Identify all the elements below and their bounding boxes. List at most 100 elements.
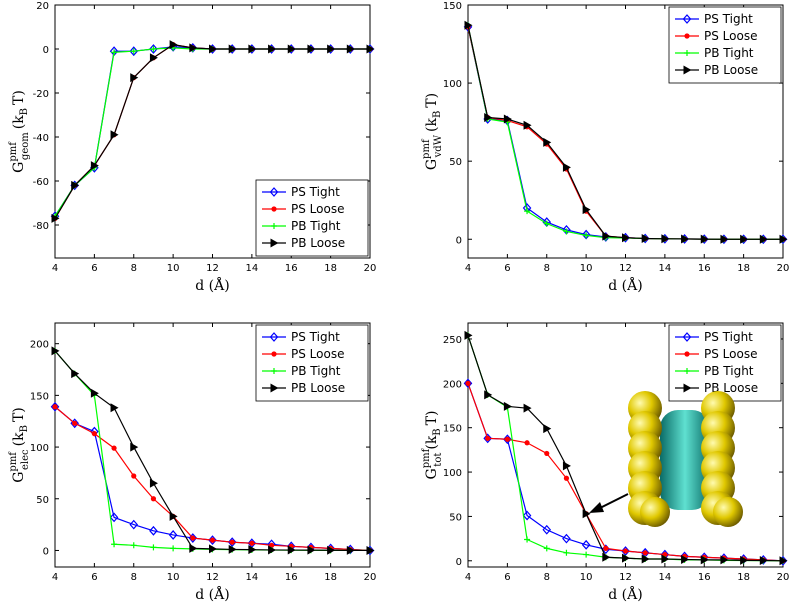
y-tick-label: 100 bbox=[443, 79, 462, 90]
y-label-unit-sub: B bbox=[432, 428, 443, 435]
y-tick-label: 0 bbox=[43, 45, 49, 56]
marker bbox=[52, 404, 58, 410]
y-label-unit-sub: B bbox=[432, 111, 443, 118]
marker bbox=[327, 44, 336, 54]
marker bbox=[90, 388, 99, 398]
legend-marker bbox=[684, 368, 690, 374]
marker bbox=[661, 554, 670, 564]
marker bbox=[287, 545, 296, 555]
legend-label: PS Loose bbox=[704, 29, 757, 43]
marker bbox=[50, 401, 60, 412]
x-tick-label: 12 bbox=[206, 572, 219, 583]
marker bbox=[130, 73, 139, 83]
marker bbox=[149, 44, 158, 54]
marker bbox=[72, 420, 78, 426]
y-tick-label: 50 bbox=[36, 495, 49, 506]
marker bbox=[51, 346, 60, 356]
y-label-sup: pmf bbox=[421, 138, 432, 159]
y-tick-label: 200 bbox=[443, 379, 462, 390]
marker bbox=[111, 445, 117, 451]
arrow-head bbox=[589, 502, 604, 513]
legend-label: PS Loose bbox=[704, 347, 757, 361]
marker bbox=[190, 535, 196, 541]
x-axis-label: d (Å) bbox=[195, 585, 229, 603]
marker bbox=[720, 555, 729, 565]
marker bbox=[227, 537, 237, 548]
marker bbox=[483, 433, 492, 444]
legend-marker bbox=[683, 383, 692, 393]
y-label-main: G bbox=[424, 468, 440, 479]
marker bbox=[71, 180, 80, 190]
y-tick-label: 0 bbox=[43, 546, 49, 557]
marker bbox=[130, 542, 137, 549]
marker bbox=[169, 511, 178, 521]
marker bbox=[150, 496, 157, 502]
marker bbox=[484, 112, 493, 122]
marker bbox=[189, 543, 198, 553]
x-tick-label: 20 bbox=[777, 263, 789, 274]
x-tick-label: 14 bbox=[246, 572, 259, 583]
marker bbox=[523, 403, 532, 413]
marker bbox=[524, 208, 531, 215]
marker bbox=[740, 555, 749, 565]
x-tick-label: 8 bbox=[544, 263, 550, 274]
legend-marker bbox=[682, 14, 692, 24]
marker bbox=[149, 525, 158, 536]
marker bbox=[562, 162, 571, 172]
y-tick-label: 50 bbox=[449, 512, 462, 523]
legend-marker bbox=[683, 65, 692, 75]
x-tick-label: 20 bbox=[364, 263, 377, 274]
marker bbox=[111, 49, 118, 56]
marker bbox=[503, 114, 512, 124]
y-label-unit: (k bbox=[424, 118, 440, 132]
marker bbox=[602, 231, 611, 241]
marker bbox=[504, 436, 510, 442]
marker bbox=[622, 233, 630, 243]
marker bbox=[524, 440, 530, 446]
marker bbox=[641, 554, 650, 564]
legend-label: PB Loose bbox=[291, 381, 345, 395]
marker bbox=[503, 401, 512, 411]
marker bbox=[543, 545, 550, 552]
y-axis-label: Gpmfelec (kB T) bbox=[8, 407, 31, 483]
marker bbox=[602, 552, 611, 562]
marker bbox=[130, 48, 137, 55]
marker bbox=[524, 536, 531, 543]
marker bbox=[759, 556, 768, 566]
subplot: 4 6 8 10 12 14 16 18 20 -80 -60 -40 -20 0 20 d (Å) Gpmfg… bbox=[8, 1, 376, 294]
marker bbox=[681, 234, 690, 244]
legend-label: PS Tight bbox=[291, 185, 340, 199]
marker bbox=[110, 403, 119, 413]
y-tick-label: 150 bbox=[443, 1, 462, 12]
x-tick-label: 14 bbox=[246, 263, 259, 274]
y-label-unit: (k bbox=[11, 115, 27, 129]
marker bbox=[209, 537, 216, 543]
marker bbox=[485, 435, 491, 441]
marker bbox=[130, 442, 139, 452]
x-tick-label: 18 bbox=[324, 263, 337, 274]
marker bbox=[268, 545, 277, 555]
marker bbox=[327, 545, 336, 555]
marker bbox=[131, 473, 137, 479]
y-tick-label: 150 bbox=[443, 424, 462, 435]
marker bbox=[346, 545, 355, 555]
marker bbox=[563, 228, 570, 235]
marker bbox=[71, 369, 80, 379]
x-tick-label: 12 bbox=[619, 572, 632, 583]
marker bbox=[109, 512, 119, 523]
molecule-core bbox=[660, 410, 710, 510]
x-tick-label: 6 bbox=[91, 263, 97, 274]
y-label-unit: (k bbox=[11, 432, 27, 446]
x-axis-label: d (Å) bbox=[195, 276, 229, 294]
marker bbox=[581, 229, 591, 240]
y-label-unit-sub: B bbox=[19, 108, 30, 115]
y-tick-label: -40 bbox=[33, 133, 49, 144]
y-label-unit-tail: T) bbox=[424, 411, 440, 426]
marker bbox=[149, 53, 158, 63]
y-tick-label: 200 bbox=[30, 340, 49, 351]
marker bbox=[582, 509, 591, 519]
x-tick-label: 12 bbox=[619, 263, 632, 274]
marker bbox=[562, 461, 571, 471]
x-tick-label: 18 bbox=[324, 572, 337, 583]
